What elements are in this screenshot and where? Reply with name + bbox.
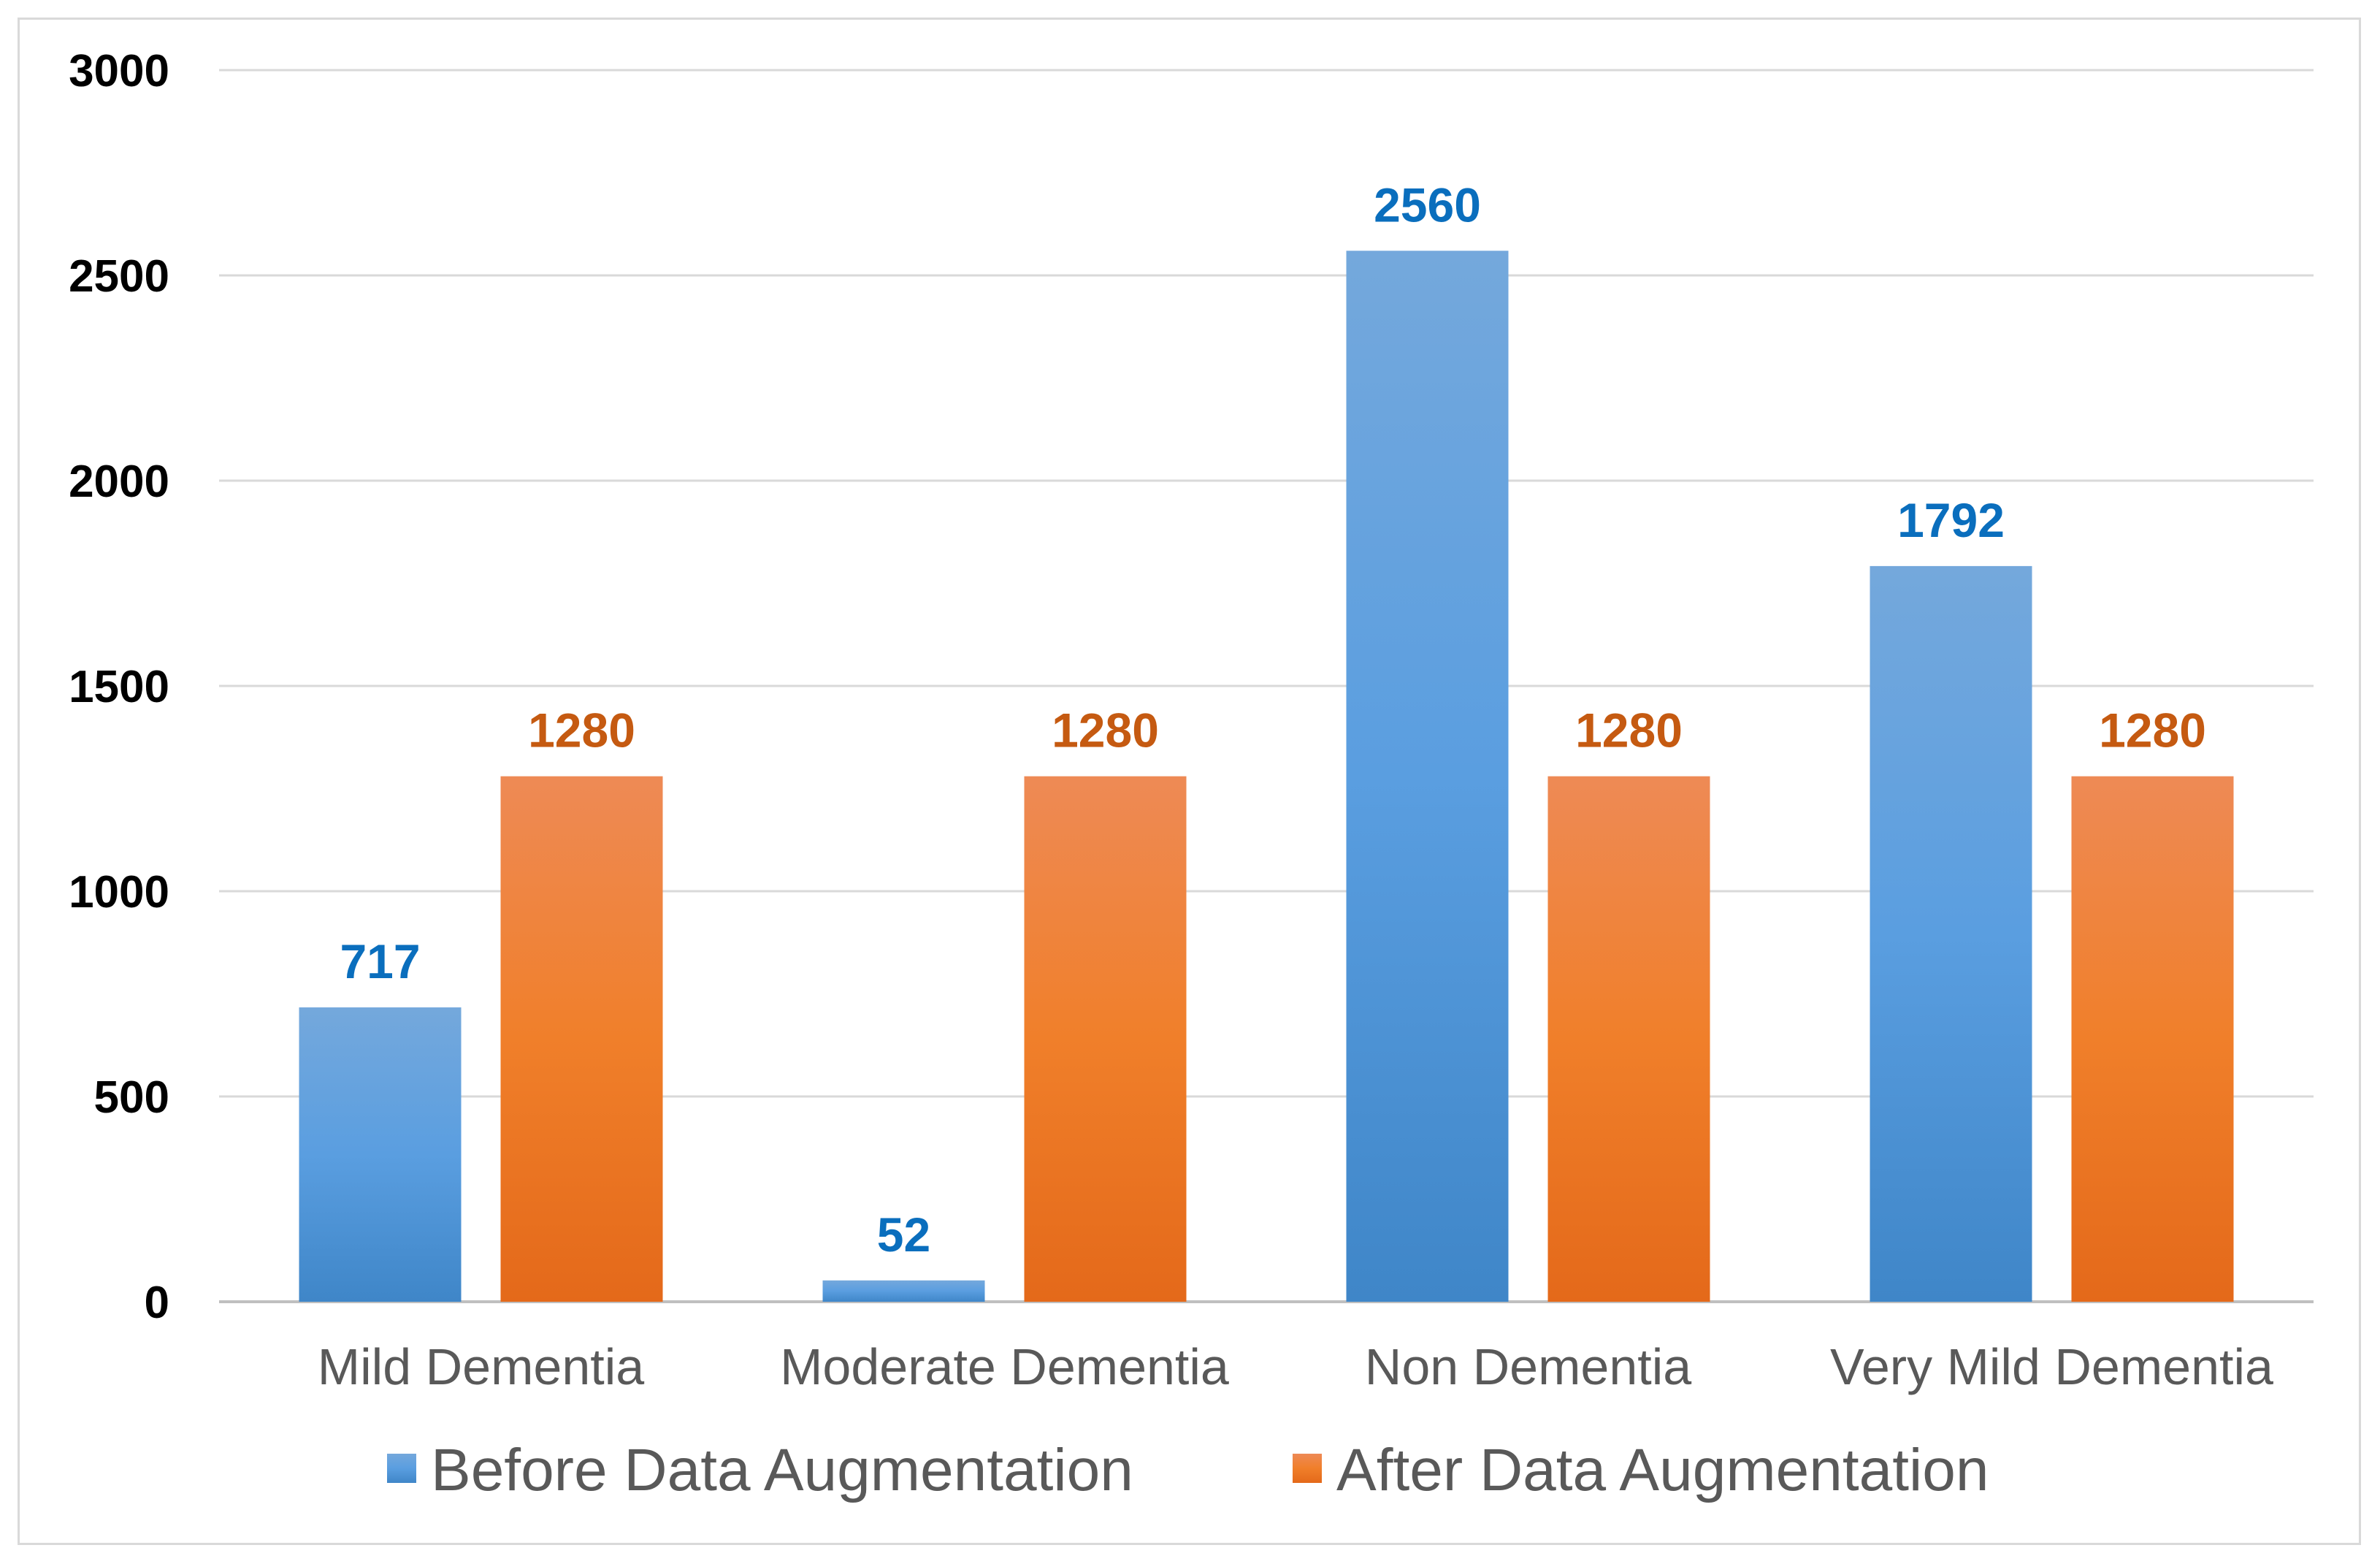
x-tick-label: Mild Dementia [318, 1338, 644, 1395]
bar-before-0 [299, 1007, 462, 1302]
x-tick-label: Non Dementia [1365, 1338, 1692, 1395]
y-tick-label: 3000 [69, 46, 169, 96]
legend-swatch [1293, 1454, 1322, 1483]
legend-swatch [387, 1454, 416, 1483]
bar-after-1 [1024, 776, 1187, 1302]
y-axis: 0 500 1000 1500 2000 2500 3000 [69, 46, 169, 1328]
bar-before-1 [822, 1280, 985, 1302]
y-tick-label: 2500 [69, 251, 169, 302]
legend: Before Data Augmentation After Data Augme… [387, 1437, 1989, 1503]
legend-label: After Data Augmentation [1336, 1437, 1989, 1503]
y-tick-label: 2000 [69, 457, 169, 507]
data-label: 1280 [1052, 703, 1159, 758]
y-tick-label: 1500 [69, 662, 169, 712]
bar-before-3 [1870, 565, 2032, 1302]
data-label: 717 [340, 934, 420, 988]
data-label: 1280 [2099, 703, 2206, 758]
data-label: 2560 [1374, 178, 1481, 232]
legend-label: Before Data Augmentation [431, 1437, 1133, 1503]
x-tick-label: Moderate Dementia [780, 1338, 1229, 1395]
data-label: 1280 [528, 703, 635, 758]
y-tick-label: 500 [94, 1072, 169, 1123]
bar-after-3 [2071, 776, 2234, 1302]
data-labels: 717 1280 52 1280 2560 1280 1792 1280 [340, 178, 2205, 1261]
bars [299, 251, 2234, 1302]
y-tick-label: 1000 [69, 867, 169, 918]
x-axis: Mild Dementia Moderate Dementia Non Dement… [318, 1338, 2273, 1395]
data-label: 52 [877, 1208, 930, 1262]
x-tick-label: Very Mild Dementia [1830, 1338, 2273, 1395]
bar-after-2 [1547, 776, 1710, 1302]
y-tick-label: 0 [145, 1278, 169, 1328]
bar-before-2 [1346, 251, 1509, 1302]
data-label: 1792 [1897, 493, 2005, 547]
data-label: 1280 [1575, 703, 1683, 758]
bar-after-0 [500, 776, 663, 1302]
